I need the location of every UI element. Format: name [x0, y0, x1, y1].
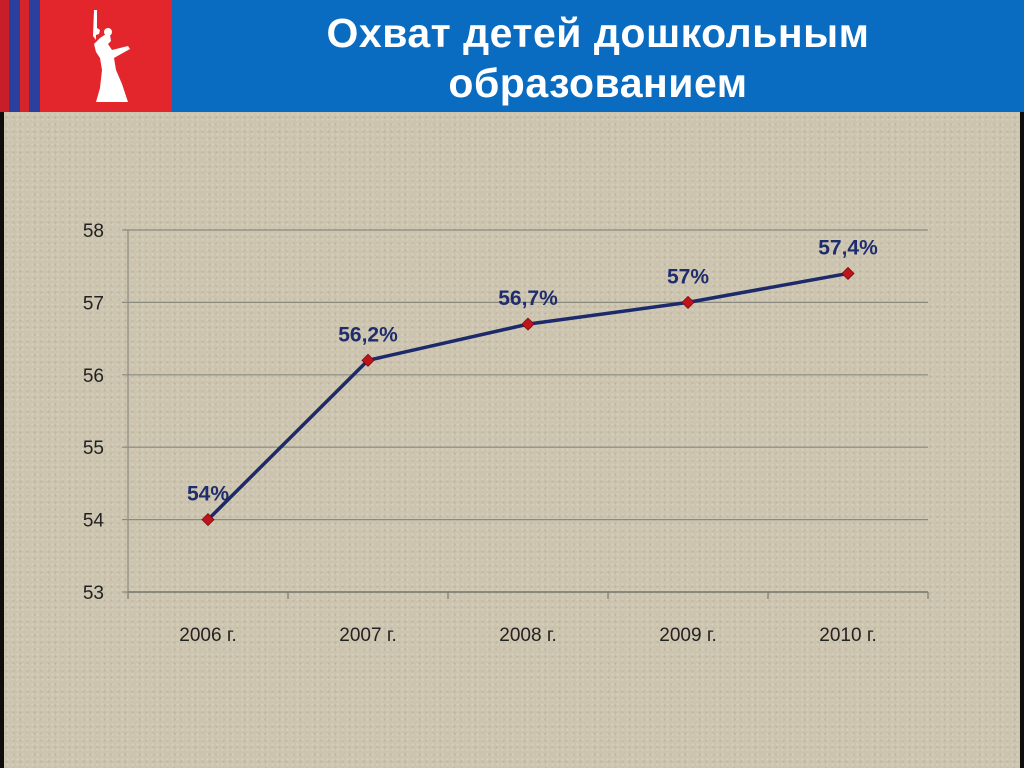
chart-panel: [0, 112, 1024, 768]
data-point-marker: [201, 513, 215, 527]
page-title-line-2: образованием: [448, 60, 748, 106]
chart-gridlines: [122, 229, 928, 593]
y-tick-label: 54: [83, 511, 105, 532]
data-label: 56,2%: [338, 323, 398, 346]
y-tick-label: 57: [83, 293, 104, 314]
data-label: 57,4%: [818, 236, 878, 259]
data-labels-group: 54% 56,2% 56,7% 57% 57,4%: [187, 236, 878, 505]
panel-edge-right: [1020, 112, 1024, 768]
x-tick-label: 2010 г.: [819, 625, 876, 646]
x-tick-label: 2007 г.: [339, 625, 396, 646]
flag-stripe: [20, 0, 29, 112]
data-point-marker: [361, 353, 375, 367]
logo-panel: [0, 0, 172, 112]
x-tick-label: 2006 г.: [179, 625, 236, 646]
data-label: 56,7%: [498, 287, 558, 310]
x-tick-label: 2008 г.: [499, 625, 556, 646]
motherland-calls-statue-icon: [93, 10, 130, 102]
data-point-marker: [841, 266, 855, 281]
y-tick-label: 55: [83, 438, 104, 459]
y-axis: 53 54 55 56 57 58: [83, 221, 129, 604]
panel-edge-left: [0, 112, 4, 768]
series-line: [206, 271, 849, 521]
y-tick-label: 56: [83, 366, 104, 387]
page-title: Охват детей дошкольным образованием: [172, 8, 1024, 108]
data-label: 54%: [187, 483, 229, 506]
data-label: 57%: [667, 265, 709, 288]
flag-stripe: [29, 0, 40, 112]
x-tick-label: 2009 г.: [659, 625, 716, 646]
flag-stripe: [9, 0, 20, 112]
y-tick-label: 53: [83, 583, 104, 604]
y-tick-label: 58: [83, 221, 104, 242]
flag-stripe: [0, 0, 9, 112]
data-point-marker: [521, 317, 535, 331]
page-title-line-1: Охват детей дошкольным: [326, 10, 870, 56]
data-point-marker: [681, 295, 695, 309]
series-group: [201, 266, 855, 527]
x-axis: 2006 г. 2007 г. 2008 г. 2009 г. 2010 г.: [127, 591, 929, 646]
